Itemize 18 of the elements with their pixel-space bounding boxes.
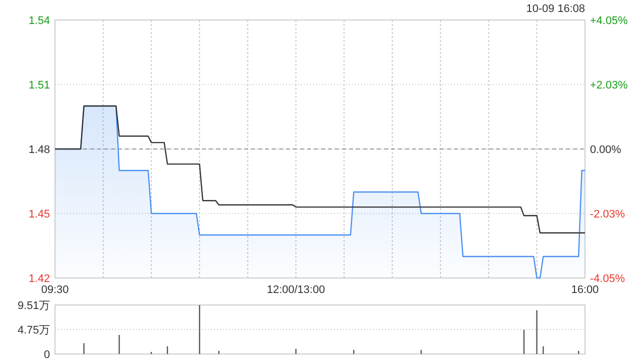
line-series [54, 105, 586, 234]
y2-tick-label: -2.03% [590, 208, 626, 221]
y2-tick-label: -4.05% [590, 273, 626, 285]
y-tick-label: 1.54 [28, 15, 50, 27]
y-tick-label: 1.48 [28, 144, 50, 156]
y2-tick-label: +2.03% [590, 79, 628, 92]
y-tick-label: 9.51万 [18, 300, 50, 312]
y2-tick-label: +4.05% [590, 15, 628, 27]
x-tick-label: 09:30 [41, 284, 69, 296]
y-tick-label: 4.75万 [18, 324, 50, 337]
x-tick-label: 16:00 [571, 284, 599, 296]
y-tick-label: 0 [44, 349, 50, 360]
y-tick-label: 1.51 [28, 80, 50, 92]
y-tick-label: 1.45 [28, 208, 50, 220]
y-tick-label: 1.42 [28, 273, 50, 285]
text: 10-09 16:08 [526, 3, 585, 15]
x-tick-label: 12:00/13:00 [266, 284, 325, 296]
y2-tick-label: 0.00% [590, 144, 622, 156]
